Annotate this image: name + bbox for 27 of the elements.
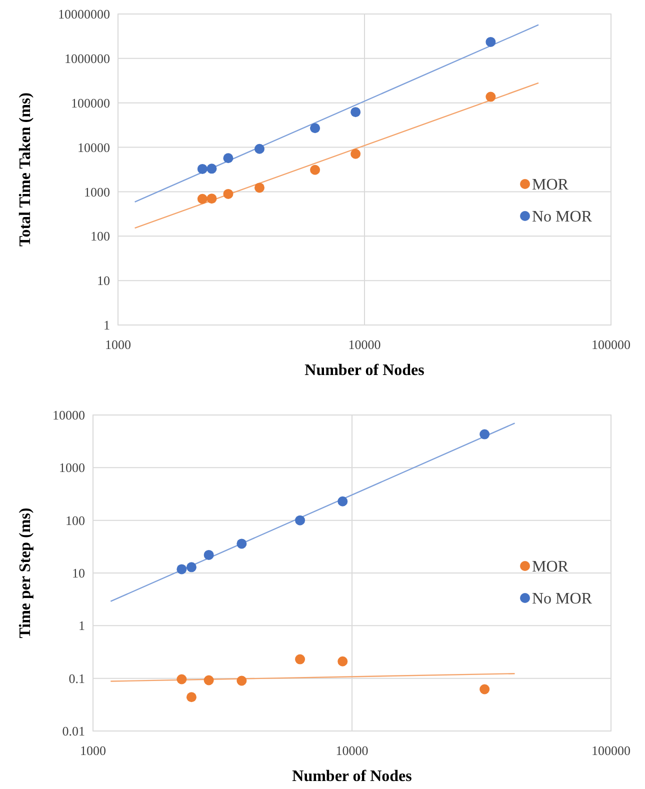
y-tick-label: 100 — [90, 228, 110, 244]
x-tick-label: 10000 — [348, 337, 381, 352]
y-axis-title: Time per Step (ms) — [17, 508, 34, 638]
y-tick-label: 10000 — [52, 408, 85, 423]
y-tick-label: 10 — [97, 273, 110, 288]
y-tick-label: 100000 — [71, 95, 110, 110]
x-axis-title: Number of Nodes — [292, 768, 412, 785]
y-tick-label: 1000000 — [64, 50, 110, 66]
y-tick-label: 10000000 — [58, 6, 110, 22]
y-tick-label: 1000 — [84, 184, 110, 200]
legend-label: MOR — [532, 558, 569, 576]
y-tick-label: 10000 — [78, 140, 110, 155]
x-tick-label: 10000 — [336, 743, 368, 758]
y-tick-label: 100 — [66, 512, 85, 528]
y-tick-label: 1 — [104, 318, 110, 333]
y-tick-label: 1 — [78, 618, 85, 634]
y-tick-label: 10 — [72, 566, 85, 581]
legend-label: MOR — [532, 176, 569, 194]
y-tick-label: 1000 — [59, 460, 85, 476]
y-axis-title: Total Time Taken (ms) — [17, 92, 34, 246]
legend-label: No MOR — [532, 590, 592, 608]
x-tick-label: 100000 — [592, 337, 630, 352]
legend-label: No MOR — [532, 208, 592, 226]
y-tick-label: 0.1 — [68, 670, 85, 686]
x-tick-label: 100000 — [592, 743, 630, 758]
y-tick-label: 0.01 — [62, 724, 85, 739]
x-axis-title: Number of Nodes — [304, 362, 424, 379]
